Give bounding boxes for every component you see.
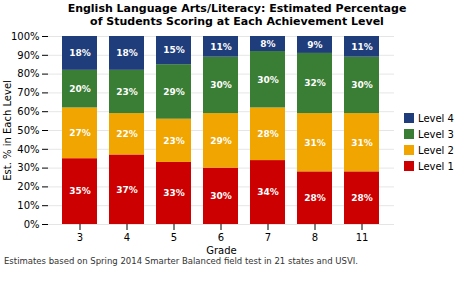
svg-text:8: 8 (312, 232, 318, 243)
svg-text:23%: 23% (116, 87, 138, 97)
html-text:Level 4: Level 4 (418, 112, 454, 124)
svg-text:5: 5 (171, 232, 177, 243)
svg-text:40%: 40% (17, 144, 39, 155)
svg-text:9%: 9% (307, 40, 322, 50)
svg-text:30%: 30% (210, 80, 232, 90)
svg-text:28%: 28% (257, 129, 279, 139)
svg-text:31%: 31% (351, 138, 373, 148)
svg-text:Grade: Grade (206, 245, 237, 256)
svg-text:30%: 30% (17, 162, 39, 173)
svg-text:15%: 15% (163, 45, 185, 55)
svg-text:3: 3 (77, 232, 83, 243)
svg-text:20%: 20% (69, 84, 91, 94)
html-text:Level 1: Level 1 (418, 160, 454, 172)
svg-text:7: 7 (265, 232, 271, 243)
svg-text:60%: 60% (17, 106, 39, 117)
svg-text:28%: 28% (351, 193, 373, 203)
svg-text:30%: 30% (257, 75, 279, 85)
svg-text:30%: 30% (210, 191, 232, 201)
svg-text:8%: 8% (260, 39, 275, 49)
html-text:English Language Arts/Literacy: English Language Arts/Literacy: Estimate… (67, 2, 407, 28)
svg-text:11%: 11% (351, 42, 373, 52)
svg-text:29%: 29% (163, 87, 185, 97)
svg-text:20%: 20% (17, 181, 39, 192)
svg-text:23%: 23% (163, 136, 185, 146)
svg-text:28%: 28% (304, 193, 326, 203)
svg-text:0%: 0% (24, 219, 40, 230)
svg-text:18%: 18% (69, 48, 91, 58)
svg-text:33%: 33% (163, 188, 185, 198)
svg-text:11: 11 (356, 232, 369, 243)
svg-text:27%: 27% (69, 128, 91, 138)
svg-text:100%: 100% (11, 31, 40, 42)
svg-text:31%: 31% (304, 138, 326, 148)
svg-text:11%: 11% (210, 42, 232, 52)
svg-text:50%: 50% (17, 125, 39, 136)
svg-text:32%: 32% (304, 78, 326, 88)
svg-text:18%: 18% (116, 48, 138, 58)
svg-text:10%: 10% (17, 200, 39, 211)
svg-text:6: 6 (218, 232, 224, 243)
svg-text:29%: 29% (210, 136, 232, 146)
svg-text:4: 4 (124, 232, 130, 243)
svg-text:34%: 34% (257, 187, 279, 197)
html-text:Estimates based on Spring 2014: Estimates based on Spring 2014 Smarter B… (4, 256, 358, 266)
svg-text:37%: 37% (116, 185, 138, 195)
svg-text:90%: 90% (17, 50, 39, 61)
html-text:Level 2: Level 2 (418, 144, 454, 156)
svg-text:22%: 22% (116, 129, 138, 139)
svg-text:70%: 70% (17, 87, 39, 98)
svg-text:30%: 30% (351, 80, 373, 90)
html-text:Level 3: Level 3 (418, 128, 454, 140)
svg-text:Est. % in Each Level: Est. % in Each Level (2, 80, 13, 181)
svg-text:35%: 35% (69, 186, 91, 196)
svg-text:80%: 80% (17, 68, 39, 79)
